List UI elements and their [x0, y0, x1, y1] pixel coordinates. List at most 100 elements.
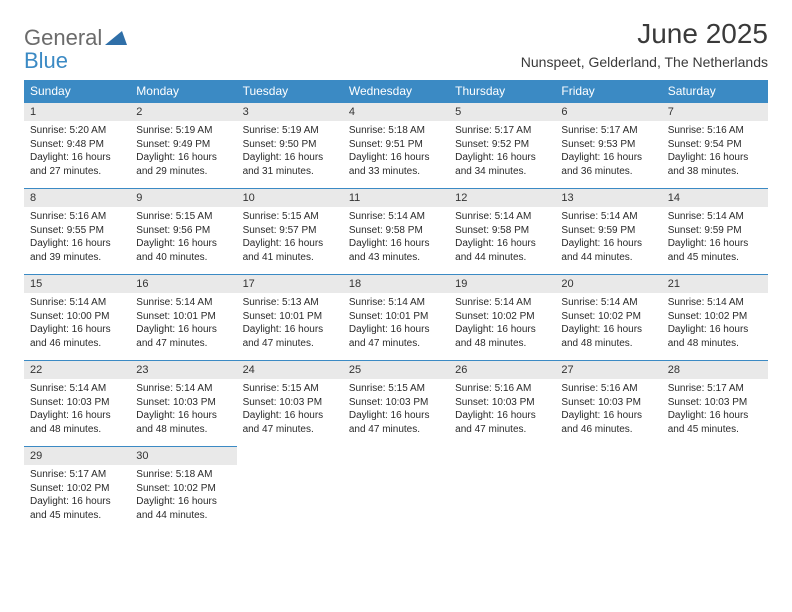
sunrise-line: Sunrise: 5:14 AM — [455, 296, 549, 310]
sunrise-line: Sunrise: 5:14 AM — [349, 296, 443, 310]
daylight-line: Daylight: 16 hours and 36 minutes. — [561, 151, 655, 178]
daylight-line: Daylight: 16 hours and 41 minutes. — [243, 237, 337, 264]
day-content-cell: Sunrise: 5:14 AMSunset: 10:00 PMDaylight… — [24, 293, 130, 360]
sunset-line: Sunset: 10:03 PM — [136, 396, 230, 410]
daylight-line: Daylight: 16 hours and 47 minutes. — [349, 409, 443, 436]
day-number-cell: 15 — [24, 274, 130, 293]
day-number-cell: 7 — [662, 102, 768, 121]
day-content-cell: Sunrise: 5:14 AMSunset: 10:03 PMDaylight… — [24, 379, 130, 446]
logo-line1: General — [24, 25, 102, 50]
sunset-line: Sunset: 10:01 PM — [243, 310, 337, 324]
sunrise-line: Sunrise: 5:19 AM — [243, 124, 337, 138]
sunset-line: Sunset: 10:02 PM — [668, 310, 762, 324]
day-content-cell: Sunrise: 5:14 AMSunset: 9:58 PMDaylight:… — [449, 207, 555, 274]
daylight-line: Daylight: 16 hours and 45 minutes. — [668, 237, 762, 264]
day-number-cell: 19 — [449, 274, 555, 293]
day-number-cell — [555, 446, 661, 465]
day-number-cell: 12 — [449, 188, 555, 207]
sunrise-line: Sunrise: 5:14 AM — [30, 296, 124, 310]
day-number-cell: 24 — [237, 360, 343, 379]
day-content-cell: Sunrise: 5:17 AMSunset: 10:03 PMDaylight… — [662, 379, 768, 446]
day-number-row: 2930 — [24, 446, 768, 465]
day-number-cell: 23 — [130, 360, 236, 379]
day-content-cell: Sunrise: 5:15 AMSunset: 10:03 PMDaylight… — [237, 379, 343, 446]
sunrise-line: Sunrise: 5:16 AM — [455, 382, 549, 396]
weekday-header-cell: Saturday — [662, 80, 768, 102]
day-content-cell: Sunrise: 5:16 AMSunset: 9:55 PMDaylight:… — [24, 207, 130, 274]
sunrise-line: Sunrise: 5:15 AM — [349, 382, 443, 396]
sunrise-line: Sunrise: 5:16 AM — [668, 124, 762, 138]
sunrise-line: Sunrise: 5:14 AM — [455, 210, 549, 224]
sunset-line: Sunset: 9:58 PM — [349, 224, 443, 238]
sunset-line: Sunset: 10:03 PM — [30, 396, 124, 410]
weekday-header-cell: Monday — [130, 80, 236, 102]
sunset-line: Sunset: 10:02 PM — [561, 310, 655, 324]
day-number-cell: 3 — [237, 102, 343, 121]
sunset-line: Sunset: 9:59 PM — [668, 224, 762, 238]
daylight-line: Daylight: 16 hours and 44 minutes. — [455, 237, 549, 264]
sunset-line: Sunset: 9:53 PM — [561, 138, 655, 152]
daylight-line: Daylight: 16 hours and 48 minutes. — [668, 323, 762, 350]
sunrise-line: Sunrise: 5:14 AM — [136, 382, 230, 396]
day-number-row: 891011121314 — [24, 188, 768, 207]
sunrise-line: Sunrise: 5:20 AM — [30, 124, 124, 138]
calendar-grid: SundayMondayTuesdayWednesdayThursdayFrid… — [24, 80, 768, 532]
sunrise-line: Sunrise: 5:14 AM — [668, 296, 762, 310]
day-number-cell: 22 — [24, 360, 130, 379]
daylight-line: Daylight: 16 hours and 47 minutes. — [243, 409, 337, 436]
sunset-line: Sunset: 10:01 PM — [136, 310, 230, 324]
calendar-page: General Blue June 2025 Nunspeet, Gelderl… — [0, 0, 792, 550]
sunset-line: Sunset: 9:58 PM — [455, 224, 549, 238]
day-content-cell: Sunrise: 5:15 AMSunset: 9:56 PMDaylight:… — [130, 207, 236, 274]
day-content-cell — [555, 465, 661, 532]
sunrise-line: Sunrise: 5:15 AM — [243, 210, 337, 224]
day-content-cell: Sunrise: 5:16 AMSunset: 10:03 PMDaylight… — [555, 379, 661, 446]
day-content-cell — [343, 465, 449, 532]
day-content-cell: Sunrise: 5:14 AMSunset: 10:01 PMDaylight… — [343, 293, 449, 360]
sunset-line: Sunset: 9:51 PM — [349, 138, 443, 152]
daylight-line: Daylight: 16 hours and 45 minutes. — [30, 495, 124, 522]
page-subtitle: Nunspeet, Gelderland, The Netherlands — [521, 54, 768, 70]
daylight-line: Daylight: 16 hours and 47 minutes. — [136, 323, 230, 350]
day-number-cell: 11 — [343, 188, 449, 207]
sunrise-line: Sunrise: 5:14 AM — [668, 210, 762, 224]
sunrise-line: Sunrise: 5:16 AM — [30, 210, 124, 224]
daylight-line: Daylight: 16 hours and 47 minutes. — [243, 323, 337, 350]
daylight-line: Daylight: 16 hours and 46 minutes. — [561, 409, 655, 436]
day-content-row: Sunrise: 5:16 AMSunset: 9:55 PMDaylight:… — [24, 207, 768, 274]
day-content-cell: Sunrise: 5:15 AMSunset: 10:03 PMDaylight… — [343, 379, 449, 446]
day-number-cell: 21 — [662, 274, 768, 293]
sunset-line: Sunset: 9:54 PM — [668, 138, 762, 152]
daylight-line: Daylight: 16 hours and 43 minutes. — [349, 237, 443, 264]
day-content-row: Sunrise: 5:20 AMSunset: 9:48 PM Daylight:… — [24, 121, 768, 188]
sunrise-line: Sunrise: 5:15 AM — [243, 382, 337, 396]
day-number-row: 1234567 — [24, 102, 768, 121]
sunset-line: Sunset: 9:57 PM — [243, 224, 337, 238]
day-content-cell: Sunrise: 5:19 AMSunset: 9:49 PMDaylight:… — [130, 121, 236, 188]
daylight-line: Daylight: 16 hours and 48 minutes. — [561, 323, 655, 350]
day-content-row: Sunrise: 5:17 AMSunset: 10:02 PMDaylight… — [24, 465, 768, 532]
weekday-header-row: SundayMondayTuesdayWednesdayThursdayFrid… — [24, 80, 768, 102]
daylight-line: Daylight: 16 hours and 47 minutes. — [455, 409, 549, 436]
daylight-line: Daylight: 16 hours and 38 minutes. — [668, 151, 762, 178]
day-content-cell: Sunrise: 5:17 AMSunset: 10:02 PMDaylight… — [24, 465, 130, 532]
day-number-cell: 1 — [24, 102, 130, 121]
day-number-cell: 4 — [343, 102, 449, 121]
daylight-line: Daylight: 16 hours and 34 minutes. — [455, 151, 549, 178]
sunrise-line: Sunrise: 5:16 AM — [561, 382, 655, 396]
sunrise-line: Sunrise: 5:18 AM — [349, 124, 443, 138]
title-block: June 2025 Nunspeet, Gelderland, The Neth… — [521, 18, 768, 70]
daylight-line: Daylight: 16 hours and 48 minutes. — [136, 409, 230, 436]
day-number-cell: 18 — [343, 274, 449, 293]
logo: General Blue — [24, 26, 127, 72]
day-number-cell: 28 — [662, 360, 768, 379]
sunset-line: Sunset: 9:48 PM — [30, 138, 124, 152]
sunset-line: Sunset: 10:01 PM — [349, 310, 443, 324]
day-number-cell: 9 — [130, 188, 236, 207]
day-number-cell: 27 — [555, 360, 661, 379]
sunset-line: Sunset: 10:03 PM — [561, 396, 655, 410]
day-number-cell: 13 — [555, 188, 661, 207]
day-content-cell: Sunrise: 5:16 AMSunset: 9:54 PMDaylight:… — [662, 121, 768, 188]
daylight-line: Daylight: 16 hours and 39 minutes. — [30, 237, 124, 264]
day-content-cell: Sunrise: 5:14 AMSunset: 10:02 PMDaylight… — [662, 293, 768, 360]
